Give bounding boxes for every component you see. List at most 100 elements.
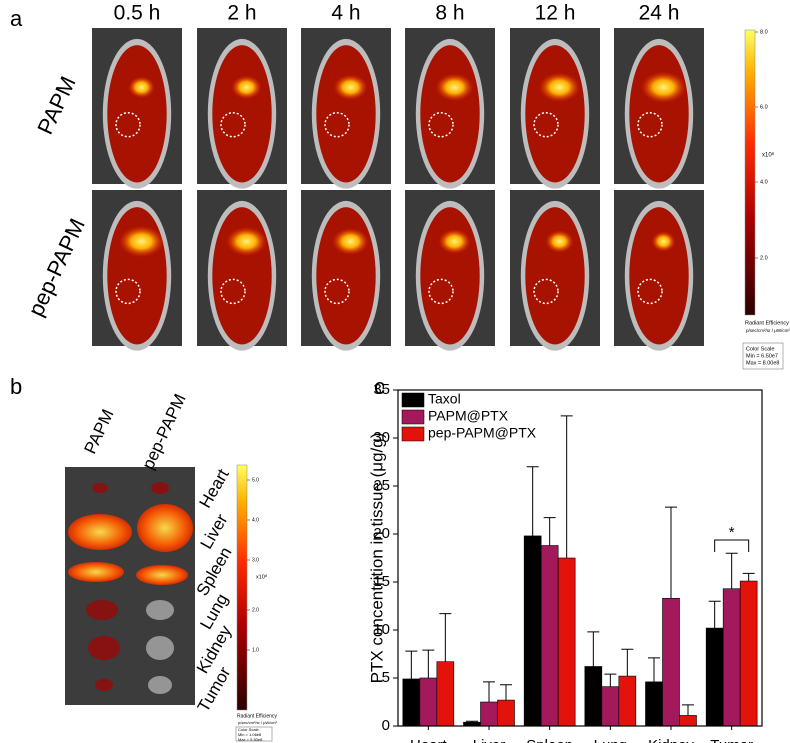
mouse-image <box>197 28 287 189</box>
bar <box>480 701 498 727</box>
organ <box>88 636 120 660</box>
y-axis-label: PTX concentrition in tissue (μg/g) <box>367 433 386 684</box>
mouse-image <box>92 28 182 189</box>
y-tick-label: 35 <box>373 381 390 398</box>
error-bar <box>560 415 573 558</box>
colorbar-exponent: x10⁸ <box>762 152 775 159</box>
bar <box>618 675 637 727</box>
colorbar-tick-label: 4.0 <box>760 179 768 185</box>
error-bar <box>742 572 755 582</box>
tumor-marker <box>324 111 350 138</box>
y-tick-label: 30 <box>373 429 390 446</box>
error-bar <box>621 648 634 677</box>
error-bar <box>665 506 677 599</box>
tumor-marker <box>428 111 454 138</box>
mouse-image <box>405 190 495 351</box>
bar <box>436 661 455 727</box>
legend-label: pep-PAPM@PTX <box>428 425 537 441</box>
x-tick-label: Kidney <box>648 737 694 743</box>
error-bar <box>405 650 418 679</box>
hotspot <box>438 228 471 255</box>
organ <box>146 600 174 620</box>
hotspot <box>231 75 262 100</box>
error-bar <box>543 517 556 546</box>
colorbar-exponent: x10⁸ <box>256 573 267 580</box>
error-bar <box>483 681 495 702</box>
mouse-image <box>405 28 495 189</box>
organ-label: Lung <box>196 590 231 632</box>
hotspot <box>128 76 155 99</box>
x-tick-label: Spleen <box>526 737 573 743</box>
hotspot <box>435 73 474 102</box>
x-tick-label: Lung <box>594 737 627 743</box>
colorbar-units: p/sec/cm²/sr / μW/cm² <box>238 720 278 725</box>
panel-label: a <box>10 6 23 31</box>
significance-mark: * <box>729 524 735 541</box>
colorbar-tick-label: 5.0 <box>252 477 259 483</box>
organ <box>95 679 113 691</box>
x-tick-label: Liver <box>473 737 506 743</box>
tumor-marker <box>533 111 559 138</box>
bar <box>557 557 576 727</box>
bar <box>722 588 741 727</box>
organ-label: Liver <box>197 510 232 552</box>
bar <box>739 580 758 727</box>
mouse-image <box>614 190 704 351</box>
organ <box>137 504 193 552</box>
tumor-marker <box>428 278 454 305</box>
error-bar <box>725 552 738 589</box>
fluorescence <box>316 45 376 183</box>
bar <box>705 627 724 727</box>
colorbar-tick-label: 2.0 <box>252 607 259 613</box>
y-tick-label: 0 <box>382 717 390 734</box>
error-bar <box>439 613 452 662</box>
legend-label: PAPM@PTX <box>428 408 509 424</box>
legend-swatch <box>401 392 425 408</box>
mouse-image <box>614 28 704 189</box>
hotspot <box>640 71 687 104</box>
tumor-marker <box>533 278 559 305</box>
tumor-marker <box>115 111 141 138</box>
legend-swatch <box>401 409 425 425</box>
error-bar <box>466 720 478 723</box>
bar <box>662 598 680 727</box>
y-tick-label: 20 <box>373 525 390 542</box>
time-label: 0.5 h <box>114 2 161 25</box>
mouse-image <box>510 28 600 189</box>
organ <box>86 600 118 620</box>
fluorescence <box>420 45 480 183</box>
mouse-image <box>510 190 600 351</box>
colorbar-title: Radiant Efficiency <box>237 713 277 719</box>
scale-max: Max = 5.50e8 <box>238 737 263 742</box>
fluorescence <box>525 207 585 345</box>
scale-title: Color Scale <box>238 727 259 732</box>
row-label: pep-PAPM <box>23 215 90 321</box>
organ-label: Heart <box>195 466 232 512</box>
hotspot <box>538 72 581 103</box>
organ <box>148 676 172 694</box>
tumor-marker <box>115 278 141 305</box>
colorbar-tick-label: 1.0 <box>252 647 259 653</box>
scale-title: Color Scale <box>746 346 774 352</box>
mouse-image <box>301 28 391 189</box>
bar <box>419 677 438 727</box>
tumor-marker <box>220 278 246 305</box>
mouse-image <box>92 190 182 351</box>
colorbar-tick-label: 2.0 <box>760 255 768 261</box>
colorbar-title: Radiant Efficiency <box>745 320 789 326</box>
fluorescence <box>629 45 689 183</box>
bar <box>601 686 620 727</box>
organ <box>136 565 188 585</box>
tumor-marker <box>220 111 246 138</box>
bar <box>584 666 603 727</box>
time-label: 4 h <box>331 2 360 25</box>
scale-box <box>235 726 273 742</box>
mouse-image <box>301 190 391 351</box>
organ <box>68 514 132 550</box>
plot-frame <box>397 389 763 727</box>
time-label: 12 h <box>535 2 576 25</box>
colorbar: 5.0 4.0 3.0 2.0 1.0 x10⁸ Radiant Efficiencyp/s… <box>235 464 278 742</box>
organ <box>146 636 174 660</box>
tumor-marker <box>637 111 663 138</box>
y-tick-label: 5 <box>382 669 390 686</box>
